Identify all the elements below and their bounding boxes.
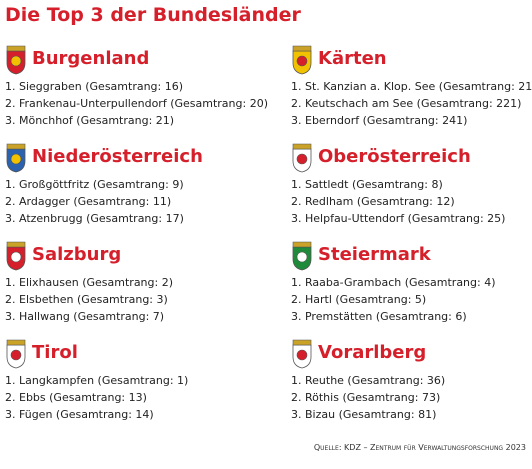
ranking-item: 2. Ardagger (Gesamtrang: 11) xyxy=(5,195,172,208)
shield xyxy=(6,45,26,75)
ranking-item: 3. Eberndorf (Gesamtrang: 241) xyxy=(291,114,468,127)
state-name: Niederösterreich xyxy=(32,146,203,167)
ranking-item: 2. Röthis (Gesamtrang: 73) xyxy=(291,391,441,404)
ranking-item: 3. Fügen (Gesamtrang: 14) xyxy=(5,408,154,421)
shield xyxy=(6,143,26,173)
ranking-item: 1. St. Kanzian a. Klop. See (Gesamtrang:… xyxy=(291,80,532,93)
coat-of-arms xyxy=(5,143,27,177)
ranking-item: 3. Hallwang (Gesamtrang: 7) xyxy=(5,310,165,323)
shield xyxy=(6,241,26,271)
ranking-item: 1. Sieggraben (Gesamtrang: 16) xyxy=(5,80,184,93)
ranking-item: 3. Bizau (Gesamtrang: 81) xyxy=(291,408,437,421)
ranking-item: 3. Atzenbrugg (Gesamtrang: 17) xyxy=(5,212,184,225)
coat-of-arms xyxy=(5,45,27,79)
shield xyxy=(292,45,312,75)
shield xyxy=(6,339,26,369)
ranking-item: 1. Raaba-Grambach (Gesamtrang: 4) xyxy=(291,276,496,289)
coat-of-arms xyxy=(291,339,313,373)
ranking-item: 1. Elixhausen (Gesamtrang: 2) xyxy=(5,276,174,289)
state-name: Tirol xyxy=(32,342,78,363)
ranking-item: 3. Premstätten (Gesamtrang: 6) xyxy=(291,310,467,323)
ranking-item: 1. Sattledt (Gesamtrang: 8) xyxy=(291,178,443,191)
ranking-item: 2. Keutschach am See (Gesamtrang: 221) xyxy=(291,97,522,110)
coat-of-arms xyxy=(291,143,313,177)
ranking-item: 3. Mönchhof (Gesamtrang: 21) xyxy=(5,114,175,127)
shield xyxy=(292,143,312,173)
state-name: Vorarlberg xyxy=(318,342,427,363)
state-name: Salzburg xyxy=(32,244,122,265)
state-name: Kärten xyxy=(318,48,387,69)
ranking-item: 2. Redlham (Gesamtrang: 12) xyxy=(291,195,455,208)
ranking-item: 1. Reuthe (Gesamtrang: 36) xyxy=(291,374,446,387)
title: Die Top 3 der Bundesländer xyxy=(5,4,301,26)
ranking-item: 2. Ebbs (Gesamtrang: 13) xyxy=(5,391,147,404)
shield xyxy=(292,241,312,271)
ranking-item: 2. Frankenau-Unterpullendorf (Gesamtrang… xyxy=(5,97,268,110)
ranking-item: 2. Hartl (Gesamtrang: 5) xyxy=(291,293,427,306)
coat-of-arms xyxy=(291,45,313,79)
state-name: Burgenland xyxy=(32,48,150,69)
state-name: Oberösterreich xyxy=(318,146,471,167)
shield xyxy=(292,339,312,369)
state-name: Steiermark xyxy=(318,244,431,265)
source: Quelle: KDZ – Zentrum für Verwaltungsfor… xyxy=(313,443,526,452)
ranking-item: 3. Helpfau-Uttendorf (Gesamtrang: 25) xyxy=(291,212,506,225)
ranking-item: 1. Großgöttfritz (Gesamtrang: 9) xyxy=(5,178,184,191)
coat-of-arms xyxy=(5,241,27,275)
coat-of-arms xyxy=(5,339,27,373)
ranking-item: 1. Langkampfen (Gesamtrang: 1) xyxy=(5,374,189,387)
coat-of-arms xyxy=(291,241,313,275)
ranking-item: 2. Elsbethen (Gesamtrang: 3) xyxy=(5,293,168,306)
